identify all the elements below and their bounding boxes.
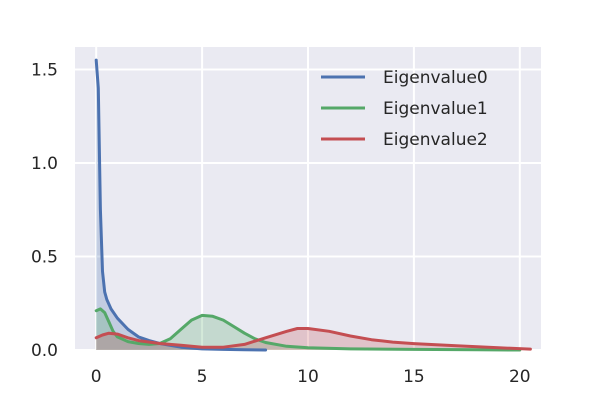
line-eigenvalue0 (94, 58, 268, 352)
x-tick-label: 15 (403, 367, 425, 387)
x-tick-label: 20 (509, 367, 531, 387)
legend-label: Eigenvalue2 (383, 130, 488, 150)
legend-label: Eigenvalue0 (383, 68, 488, 88)
y-axis-ticks: 0.0 0.5 1.0 1.5 (31, 60, 58, 361)
x-tick-label: 5 (197, 367, 208, 387)
legend: Eigenvalue0 Eigenvalue1 Eigenvalue2 (321, 68, 488, 150)
legend-label: Eigenvalue1 (383, 99, 488, 119)
area-eigenvalue1 (96, 308, 520, 350)
series-lines (94, 58, 532, 352)
x-tick-label: 0 (91, 367, 102, 387)
area-eigenvalue0 (96, 60, 266, 350)
y-tick-label: 0.0 (31, 341, 58, 361)
y-tick-label: 1.0 (31, 154, 58, 174)
x-tick-label: 10 (297, 367, 319, 387)
y-tick-label: 0.5 (31, 247, 58, 267)
x-axis-ticks: 0 5 10 15 20 (91, 367, 531, 387)
line-eigenvalue2 (94, 327, 532, 351)
y-tick-label: 1.5 (31, 60, 58, 80)
